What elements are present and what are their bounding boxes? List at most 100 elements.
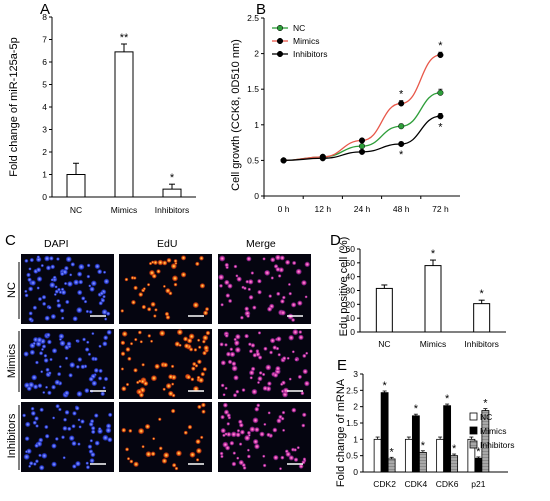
- e-legend-label-mimics: Mimics: [480, 426, 506, 436]
- cell-nucleus: [77, 271, 83, 277]
- e-x-tick-label: CDK2: [373, 479, 396, 489]
- cell-nucleus: [236, 456, 240, 460]
- cell-nucleus: [265, 364, 272, 371]
- cell-nucleus: [43, 358, 49, 363]
- cell-nucleus: [254, 427, 260, 433]
- cell-nucleus: [29, 349, 35, 355]
- cell-nucleus: [280, 382, 284, 386]
- panel-a: A 0 1 2 3 4 5 6 7 8 Fold change of miR-125a-5p NC *…: [8, 1, 196, 215]
- e-y-tick-label: 1: [353, 434, 358, 444]
- cell-nucleus: [51, 348, 58, 354]
- cell-nucleus: [76, 391, 83, 397]
- cell-nucleus: [270, 276, 274, 280]
- cell-nucleus: [165, 288, 171, 294]
- d-y-tick-label: 40: [346, 272, 356, 282]
- cell-nucleus: [85, 461, 89, 465]
- cell-nucleus: [125, 347, 131, 352]
- cell-nucleus: [30, 410, 36, 416]
- b-x-tick-label: 24 h: [354, 204, 371, 214]
- cell-nucleus: [279, 255, 285, 261]
- cell-nucleus: [87, 444, 93, 449]
- cell-nucleus: [94, 263, 101, 270]
- cell-nucleus: [47, 339, 52, 345]
- cell-nucleus: [257, 279, 262, 284]
- cell-nucleus: [294, 358, 298, 362]
- cell-nucleus: [126, 457, 131, 461]
- b-significance-mark: *: [399, 149, 404, 161]
- e-legend-label-nc: NC: [480, 412, 492, 422]
- cell-nucleus: [90, 280, 97, 287]
- cell-nucleus: [196, 448, 202, 454]
- cell-nucleus: [297, 374, 302, 379]
- cell-nucleus: [174, 466, 179, 471]
- cell-nucleus: [45, 385, 48, 389]
- e-bar-mimics: [474, 457, 483, 473]
- cell-nucleus: [158, 417, 162, 421]
- cell-nucleus: [172, 463, 177, 468]
- cell-nucleus: [156, 269, 161, 274]
- cell-nucleus: [41, 295, 47, 300]
- cell-nucleus: [88, 284, 92, 288]
- cell-nucleus: [144, 423, 151, 430]
- cell-nucleus: [304, 261, 310, 267]
- cell-nucleus: [52, 275, 57, 280]
- cell-nucleus: [279, 467, 282, 471]
- cell-nucleus: [164, 311, 170, 317]
- cell-nucleus: [163, 362, 168, 368]
- e-y-tick-label: 2: [353, 402, 358, 412]
- d-y-axis-title: Edu positive cell (%): [338, 237, 350, 337]
- cell-nucleus: [89, 439, 93, 443]
- cell-nucleus: [51, 384, 56, 390]
- cell-nucleus: [224, 333, 229, 338]
- cell-nucleus: [52, 416, 56, 420]
- cell-nucleus: [65, 299, 70, 305]
- cell-nucleus: [262, 385, 268, 391]
- micrograph-merge-row2: [218, 329, 311, 399]
- cell-nucleus: [106, 311, 111, 316]
- cell-nucleus: [302, 368, 308, 375]
- cell-nucleus: [240, 315, 244, 320]
- cell-nucleus: [102, 341, 108, 347]
- cell-nucleus: [172, 275, 178, 282]
- cell-nucleus: [220, 428, 226, 434]
- cell-nucleus: [275, 267, 281, 272]
- cell-nucleus: [186, 338, 193, 344]
- cell-nucleus: [256, 403, 261, 408]
- cell-nucleus: [82, 337, 86, 342]
- a-bar: [162, 188, 182, 198]
- cell-nucleus: [75, 339, 79, 343]
- cell-nucleus: [302, 412, 307, 418]
- e-legend-label-inhibitors: Inhibitors: [480, 440, 515, 450]
- panel-c: C DAPI EdU Merge NC Mimics Inhibitors: [5, 232, 311, 472]
- cell-nucleus: [220, 360, 226, 366]
- cell-nucleus: [51, 443, 57, 449]
- cell-nucleus: [163, 452, 170, 459]
- cell-nucleus: [268, 294, 272, 298]
- cell-nucleus: [147, 283, 151, 287]
- cell-nucleus: [276, 291, 281, 296]
- cell-nucleus: [24, 289, 28, 293]
- cell-nucleus: [166, 257, 172, 263]
- cell-nucleus: [147, 334, 151, 338]
- cell-nucleus: [174, 341, 180, 347]
- cell-nucleus: [41, 452, 48, 459]
- cell-nucleus: [170, 263, 177, 270]
- b-y-tick-label: 0.5: [247, 155, 259, 165]
- cell-nucleus: [222, 393, 226, 397]
- cell-nucleus: [246, 430, 251, 435]
- cell-nucleus: [40, 264, 44, 268]
- b-y-tick-label: 0: [254, 191, 259, 201]
- cell-nucleus: [162, 387, 166, 391]
- cell-nucleus: [200, 435, 204, 439]
- cell-nucleus: [199, 255, 204, 261]
- cell-nucleus: [175, 450, 182, 457]
- cell-nucleus: [77, 442, 81, 446]
- cell-nucleus: [165, 383, 172, 389]
- b-legend-label-inhibitors: Inhibitors: [293, 49, 328, 59]
- e-y-tick-label: 0.5: [346, 451, 358, 461]
- cell-nucleus: [100, 391, 105, 397]
- b-data-point-inhibitors: [319, 155, 326, 162]
- a-y-axis-title: Fold change of miR-125a-5p: [8, 37, 20, 176]
- cell-nucleus: [90, 419, 95, 424]
- cell-nucleus: [73, 279, 79, 286]
